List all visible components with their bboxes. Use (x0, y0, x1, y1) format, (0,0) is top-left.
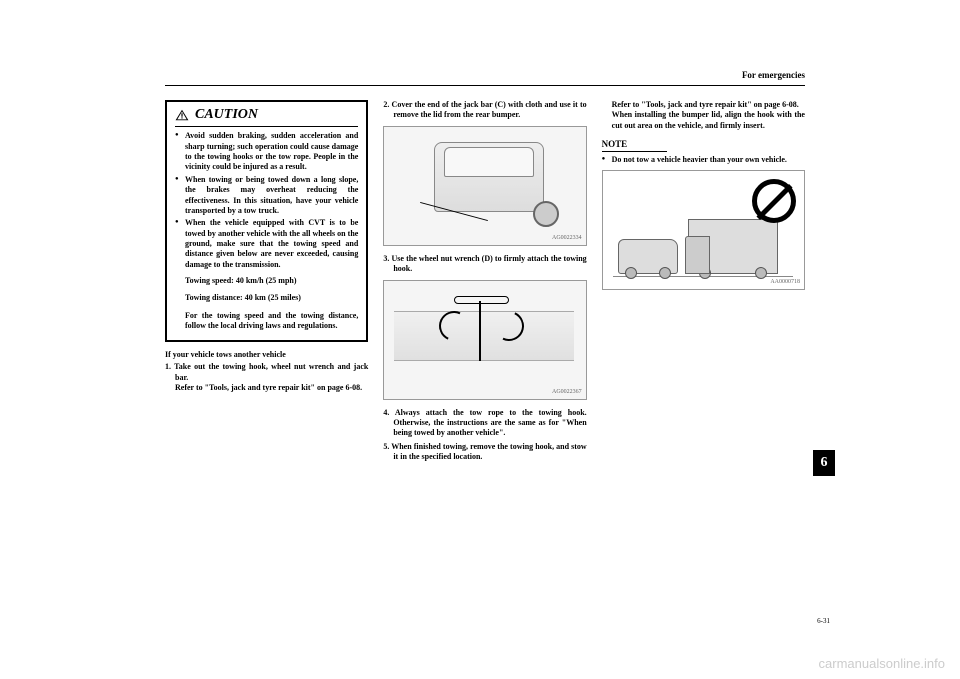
caution-title: CAUTION (195, 106, 258, 124)
column-1: CAUTION Avoid sudden braking, sudden acc… (165, 100, 368, 466)
page-number: 6-31 (817, 617, 830, 625)
figure-label: AG0022367 (552, 389, 582, 397)
step-2: 2. Cover the end of the jack bar (C) wit… (383, 100, 586, 121)
refer-text: Refer to "Tools, jack and tyre repair ki… (602, 100, 805, 131)
step-3: 3. Use the wheel nut wrench (D) to firml… (383, 254, 586, 275)
step-4: 4. Always attach the tow rope to the tow… (383, 408, 586, 439)
section-header: For emergencies (742, 70, 805, 80)
caution-box: CAUTION Avoid sudden braking, sudden acc… (165, 100, 368, 342)
caution-distance: Towing distance: 40 km (25 miles) (175, 293, 358, 303)
caution-item: When the vehicle equipped with CVT is to… (175, 218, 358, 270)
figure-label: AG0022334 (552, 235, 582, 243)
note-item: Do not tow a vehicle heavier than your o… (602, 155, 805, 165)
column-2: 2. Cover the end of the jack bar (C) wit… (383, 100, 586, 466)
caution-item: Avoid sudden braking, sudden acceleratio… (175, 131, 358, 173)
caution-list: Avoid sudden braking, sudden acceleratio… (175, 131, 358, 270)
warning-icon (175, 109, 189, 121)
caution-footer: For the towing speed and the towing dist… (175, 311, 358, 332)
header-rule (165, 85, 805, 86)
note-heading: NOTE (602, 139, 668, 152)
figure-wrench: AG0022367 (383, 280, 586, 400)
caution-speed: Towing speed: 40 km/h (25 mph) (175, 276, 358, 286)
figure-label: AA0000718 (770, 279, 800, 287)
step-1: 1. Take out the towing hook, wheel nut w… (165, 362, 368, 393)
section-tab: 6 (813, 450, 835, 476)
step-5: 5. When finished towing, remove the towi… (383, 442, 586, 463)
figure-rear-bumper: AG0022334 (383, 126, 586, 246)
column-3: Refer to "Tools, jack and tyre repair ki… (602, 100, 805, 466)
caution-item: When towing or being towed down a long s… (175, 175, 358, 217)
watermark: carmanualsonline.info (819, 656, 945, 671)
figure-prohibition: AA0000718 (602, 170, 805, 290)
subheading-tow-another: If your vehicle tows another vehicle (165, 350, 368, 360)
